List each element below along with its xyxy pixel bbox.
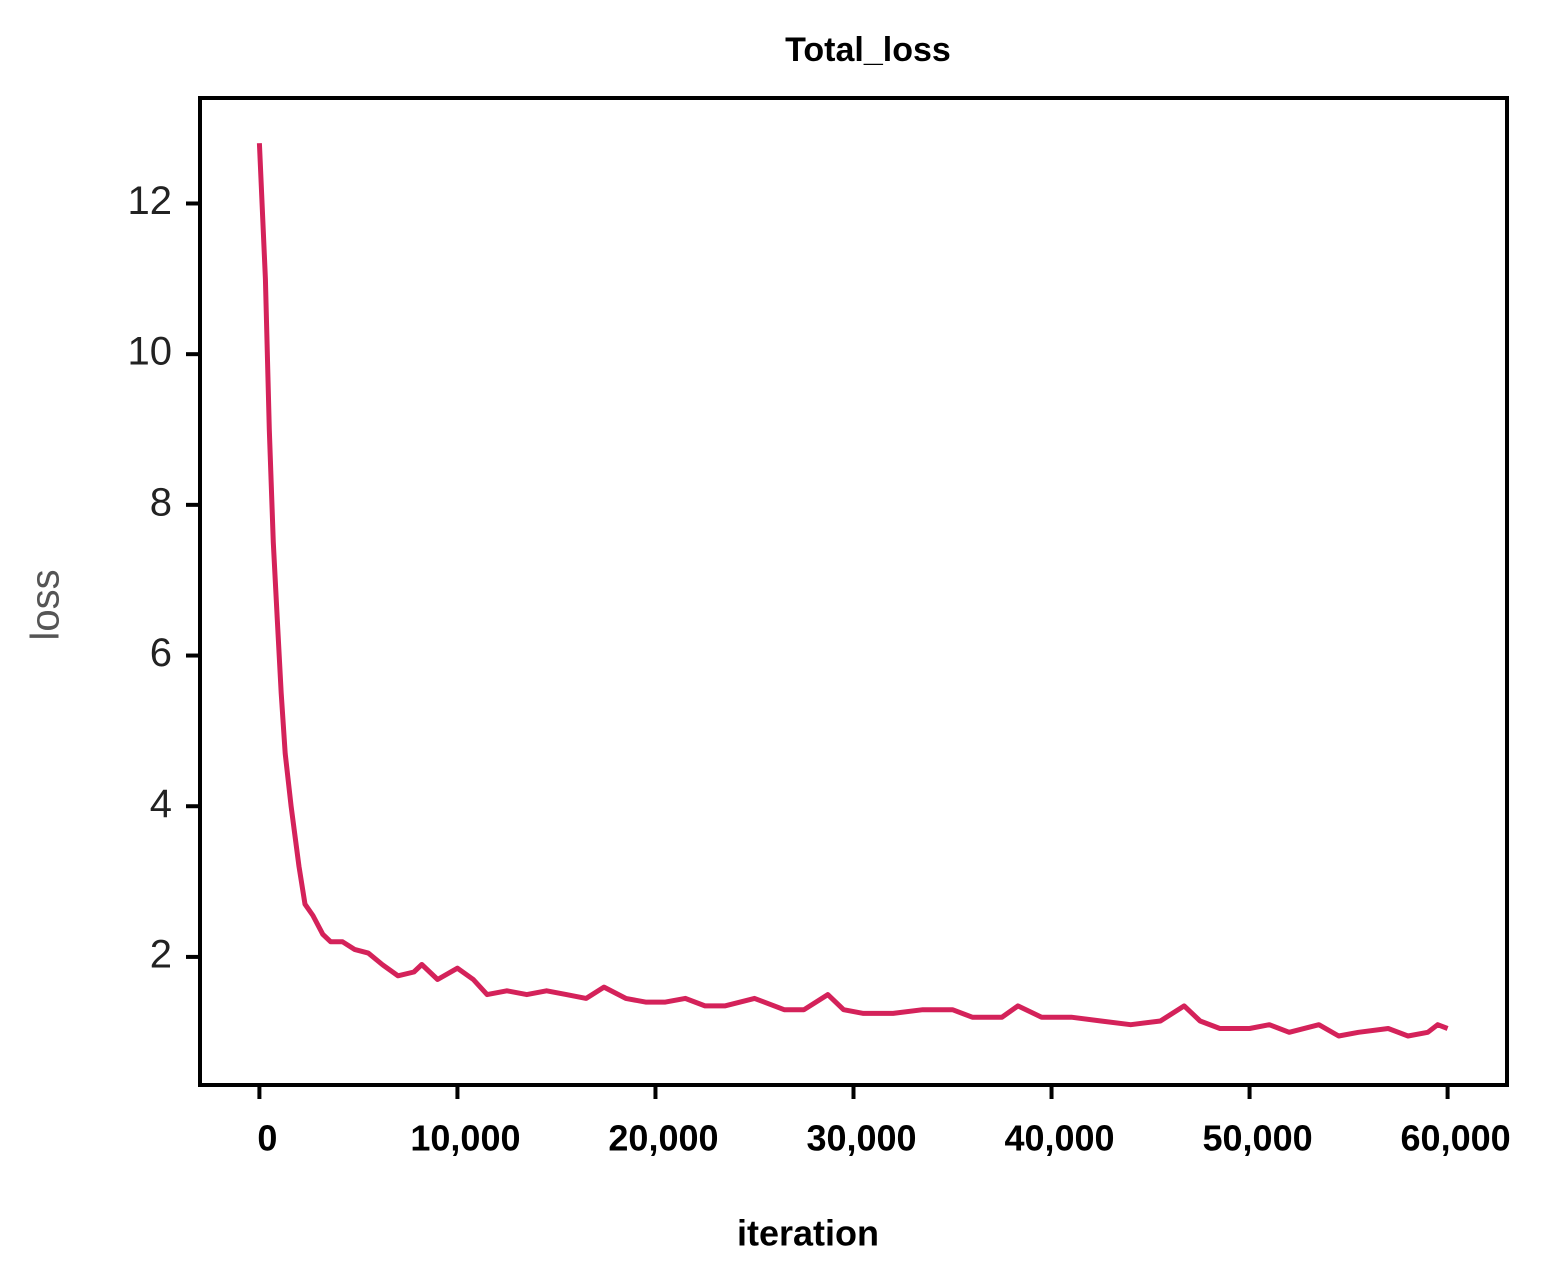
y-tick-label: 10	[128, 330, 173, 374]
x-tick-label: 20,000	[608, 1118, 718, 1159]
y-tick-label: 8	[150, 480, 172, 524]
y-tick-label: 2	[150, 932, 172, 976]
x-tick-label: 40,000	[1004, 1118, 1114, 1159]
x-tick-label: 60,000	[1401, 1118, 1511, 1159]
loss-line	[256, 143, 1449, 1039]
x-tick-label: 10,000	[410, 1118, 520, 1159]
x-axis-label: iteration	[737, 1213, 879, 1254]
y-tick-label: 4	[150, 782, 172, 826]
y-tick-label: 12	[128, 179, 173, 223]
x-tick-label: 30,000	[806, 1118, 916, 1159]
x-tick-label: 50,000	[1203, 1118, 1313, 1159]
x-tick-label: 0	[257, 1118, 277, 1159]
chart-title: Total_loss	[785, 31, 951, 69]
y-axis-label: loss	[24, 569, 68, 640]
y-tick-label: 6	[150, 631, 172, 675]
plot-frame	[198, 96, 1509, 1087]
